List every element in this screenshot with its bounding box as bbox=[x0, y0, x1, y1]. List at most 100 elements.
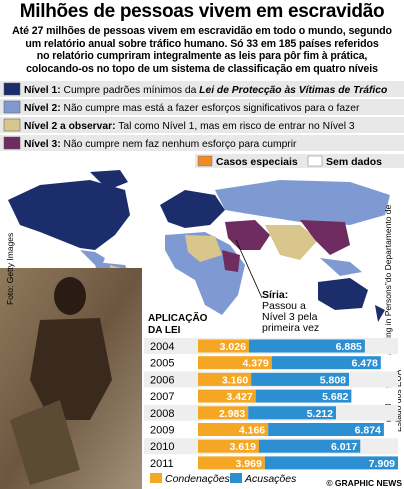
value-label: 6.478 bbox=[352, 358, 378, 370]
bar bbox=[258, 439, 361, 453]
value-label: 3.160 bbox=[222, 374, 248, 386]
subtitle-line: Até 27 milhões de pessoas vivem em escra… bbox=[12, 25, 392, 37]
value-label: 3.026 bbox=[220, 341, 246, 353]
legend-text: Nível 3: Não cumpre nem faz nenhum esfor… bbox=[24, 139, 297, 150]
bar bbox=[264, 456, 398, 470]
bar bbox=[248, 406, 336, 420]
photo-body bbox=[30, 318, 112, 420]
legend-label: Sem dados bbox=[326, 156, 382, 168]
east-asia-tier3 bbox=[300, 220, 350, 255]
legend-swatch bbox=[3, 136, 21, 150]
legend-label: Condenações bbox=[165, 473, 231, 485]
legend-swatch bbox=[197, 155, 213, 167]
legend-description: Tal como Nível 1, mas em risco de entrar… bbox=[118, 121, 355, 132]
source: Fonte: Relatório “Trafficking in Persons… bbox=[383, 204, 393, 432]
annotation: Nível 3 pela bbox=[262, 311, 318, 323]
bar bbox=[198, 456, 265, 470]
legend-swatch bbox=[230, 473, 242, 483]
subtitle: Até 27 milhões de pessoas vivem em escra… bbox=[0, 25, 404, 75]
y-tick-label: 2007 bbox=[150, 391, 174, 403]
africa-watch bbox=[185, 235, 222, 262]
legend-row bbox=[195, 154, 404, 168]
subtitle-line: um relatório anual sobre tráfico humano.… bbox=[25, 37, 379, 50]
y-tick-label: 2011 bbox=[150, 458, 174, 470]
legend-text: Nível 2 a observar: Tal como Nível 1, ma… bbox=[24, 121, 355, 132]
bar bbox=[271, 356, 381, 370]
bar bbox=[198, 339, 249, 353]
middle-east bbox=[225, 220, 270, 250]
y-tick-label: 2009 bbox=[150, 425, 174, 437]
subtitle-line: no relatório cumpriram integralmente as … bbox=[36, 50, 368, 63]
y-tick-label: 2005 bbox=[150, 358, 174, 370]
photo-sack bbox=[10, 400, 80, 485]
bar bbox=[198, 406, 249, 420]
europe bbox=[160, 190, 225, 228]
title: Milhões de pessoas vivem em escravidão bbox=[19, 1, 385, 22]
value-label: 6.885 bbox=[336, 341, 362, 353]
new-zealand bbox=[375, 305, 385, 322]
legend-text: Nível 2: Não cumpre mas está a fazer esf… bbox=[24, 103, 360, 114]
value-label: 3.619 bbox=[230, 441, 256, 453]
greenland bbox=[90, 170, 128, 190]
legend-swatch bbox=[3, 100, 21, 114]
australia bbox=[318, 278, 368, 310]
legend-level: Nível 2 a observar: bbox=[24, 121, 116, 132]
legend-label: Acusações bbox=[244, 473, 297, 485]
bar bbox=[251, 372, 350, 386]
legend-level: Nível 3: bbox=[24, 139, 61, 150]
y-tick-label: 2008 bbox=[150, 408, 174, 420]
value-label: 5.212 bbox=[307, 408, 333, 420]
bar bbox=[198, 423, 269, 436]
chart-title: APLICAÇÃO DA LEI bbox=[148, 313, 208, 336]
southeast-asia bbox=[320, 258, 362, 276]
legend-level: Nível 2: bbox=[24, 103, 61, 114]
value-label: 2.983 bbox=[219, 408, 245, 420]
photo-head bbox=[54, 277, 86, 315]
legend-description: Não cumpre mas está a fazer esforços sig… bbox=[64, 103, 360, 114]
bar bbox=[198, 439, 259, 453]
value-label: 4.166 bbox=[239, 425, 265, 437]
value-label: 3.969 bbox=[236, 458, 262, 470]
north-america bbox=[8, 180, 130, 250]
legend-swatch bbox=[307, 155, 323, 167]
legend-label: Casos especiais bbox=[216, 156, 298, 168]
legend-row bbox=[0, 135, 404, 151]
legend-text: Nível 1: Cumpre padrões mínimos da Lei d… bbox=[24, 85, 387, 96]
legend-description: Não cumpre nem faz nenhum esforço para c… bbox=[64, 139, 297, 150]
bar bbox=[248, 339, 365, 353]
legend-description: Cumpre padrões mínimos da bbox=[64, 85, 197, 96]
annotation: Passou a bbox=[262, 300, 306, 312]
annotation: Síria: bbox=[262, 289, 288, 301]
y-tick-label: 2004 bbox=[150, 341, 174, 353]
value-label: 6.017 bbox=[331, 441, 357, 453]
south-asia bbox=[265, 225, 318, 260]
y-tick-label: 2006 bbox=[150, 374, 174, 386]
bar bbox=[198, 356, 272, 370]
bar bbox=[255, 389, 352, 403]
bar bbox=[198, 389, 256, 403]
annotation-pointer bbox=[235, 239, 263, 299]
legend-swatch bbox=[3, 82, 21, 96]
legend-level: Nível 1: bbox=[24, 85, 61, 96]
value-label: 7.909 bbox=[369, 458, 395, 470]
legend-row bbox=[0, 117, 404, 133]
bar bbox=[268, 423, 384, 436]
bar bbox=[198, 372, 252, 386]
north-asia bbox=[215, 180, 390, 225]
value-label: 5.808 bbox=[320, 374, 346, 386]
legend-swatch bbox=[3, 118, 21, 132]
photo bbox=[0, 268, 142, 489]
legend-emphasis: Lei de Protecção às Vítimas de Tráfico bbox=[199, 85, 387, 96]
photo-credit: Foto: Getty Images bbox=[5, 233, 15, 305]
value-label: 6.874 bbox=[355, 425, 381, 437]
legend-row bbox=[0, 81, 404, 97]
annotation: primeira vez bbox=[262, 322, 319, 334]
legend-row bbox=[0, 99, 404, 115]
value-label: 4.379 bbox=[242, 358, 268, 370]
y-tick-label: 2010 bbox=[150, 441, 174, 453]
value-label: 5.682 bbox=[322, 391, 348, 403]
value-label: 3.427 bbox=[226, 391, 252, 403]
subtitle-line: colocando-os no topo de um sistema de cl… bbox=[26, 62, 378, 75]
